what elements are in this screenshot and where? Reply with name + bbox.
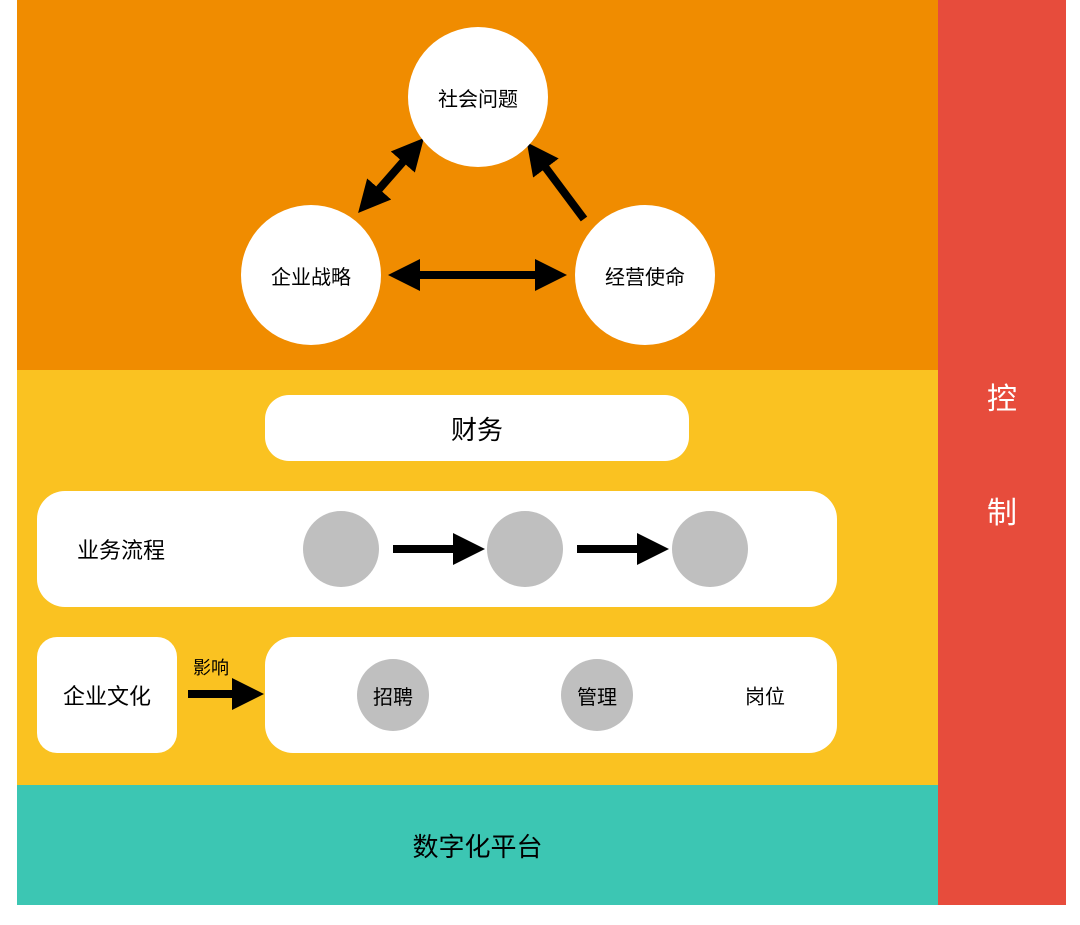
panel-bottom: 数字化平台 (17, 785, 938, 905)
hr-item-2: 管理 (561, 659, 633, 731)
process-circle-2 (487, 511, 563, 587)
influence-arrow (168, 674, 272, 714)
process-circle-1 (303, 511, 379, 587)
arrow-bottom (380, 255, 575, 295)
process-circle-3 (672, 511, 748, 587)
finance-pill: 财务 (265, 395, 689, 461)
arrow-top-left (346, 127, 436, 224)
triangle-node-left: 企业战略 (241, 205, 381, 345)
culture-box: 企业文化 (37, 637, 177, 753)
process-pill: 业务流程 (37, 491, 837, 607)
triangle-node-right: 经营使命 (575, 205, 715, 345)
hr-item-3: 岗位 (745, 681, 785, 710)
triangle-node-top: 社会问题 (408, 27, 548, 167)
diagram-canvas: 数字化平台控制社会问题企业战略经营使命财务业务流程企业文化招聘管理岗位影响 (0, 0, 1080, 925)
process-arrow-2 (557, 529, 677, 569)
panel-right: 控制 (938, 0, 1066, 905)
arrow-top-right (514, 132, 604, 239)
process-label: 业务流程 (77, 533, 165, 565)
hr-pill: 招聘 管理 岗位 (265, 637, 837, 753)
hr-item-1: 招聘 (357, 659, 429, 731)
process-arrow-1 (373, 529, 493, 569)
